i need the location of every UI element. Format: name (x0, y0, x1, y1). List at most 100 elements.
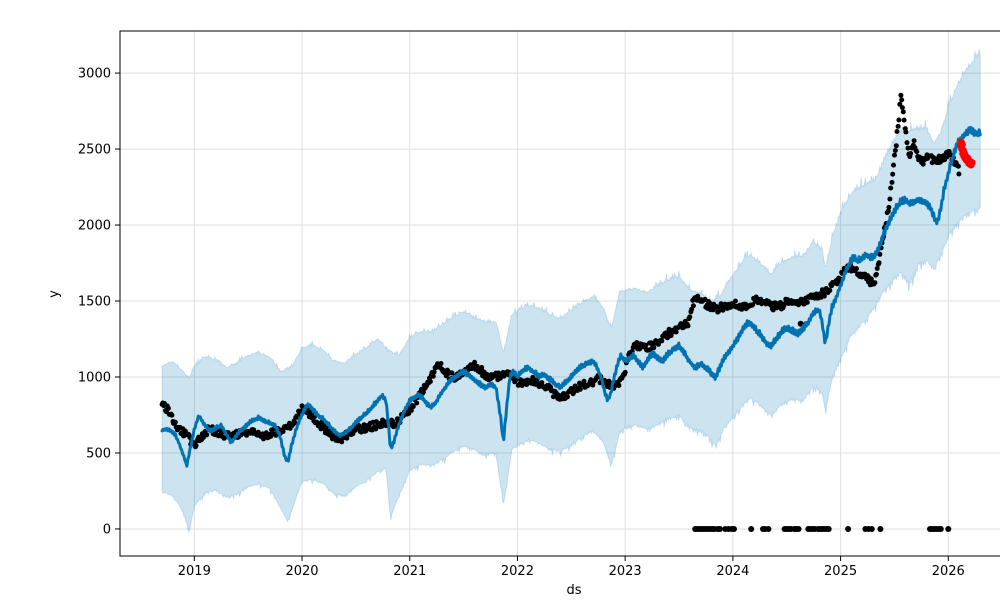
plot-frame (119, 30, 1000, 557)
observed-dot (172, 419, 178, 425)
observed-dot (438, 361, 444, 366)
x-tick-label: 2024 (716, 564, 749, 579)
x-tick-label: 2023 (609, 564, 642, 579)
anomaly-dot (968, 159, 976, 167)
y-tick-label: 2000 (78, 219, 111, 234)
x-tick-label: 2019 (178, 564, 211, 579)
observed-dot (548, 384, 554, 390)
observed-dot (651, 345, 657, 351)
observed-dot (877, 251, 883, 257)
observed-dot (920, 161, 926, 167)
observed-dot (292, 420, 298, 426)
observed-dot (900, 109, 906, 115)
observed-dot (577, 386, 583, 392)
observed-dot (892, 148, 898, 153)
x-axis-label: ds (566, 583, 581, 598)
observed-dot (616, 383, 622, 388)
observed-dot (169, 412, 175, 418)
observed-dot (565, 394, 570, 400)
prophet-forecast-figure: 0 500 1000 1500 2000 2500 3000 2019 2020 2021 2022… (40, 16, 1000, 616)
zero-observed-dot (765, 526, 772, 532)
x-tick-label: 2021 (393, 564, 426, 579)
observed-dot (892, 152, 897, 158)
observed-dot (893, 143, 899, 149)
observed-dot (408, 407, 414, 413)
observed-dot (888, 185, 894, 191)
observed-dot (339, 439, 345, 445)
observed-dot (427, 379, 433, 384)
x-tick-label: 2020 (285, 564, 318, 579)
observed-dot (885, 208, 891, 214)
forecast-line (160, 125, 982, 468)
zero-observed-dot (937, 526, 944, 532)
observed-dot (955, 163, 961, 169)
observed-dot (889, 179, 895, 185)
observed-dot (895, 123, 901, 129)
observed-dot (894, 129, 900, 134)
y-tick-label: 1000 (78, 370, 111, 385)
axes-frame-and-ticks: 0 500 1000 1500 2000 2500 3000 2019 2020 2021 2022… (78, 30, 1000, 579)
observed-dot (898, 92, 904, 98)
zero-observed-dot (845, 526, 852, 532)
observed-dot (887, 196, 893, 202)
observed-dot (673, 329, 679, 335)
observed-dot (414, 400, 420, 406)
observed-dot (561, 391, 567, 397)
observed-dot (643, 342, 649, 348)
observed-dot (891, 162, 896, 168)
observed-dot (581, 378, 587, 384)
observed-dot (449, 370, 455, 376)
y-tick-label: 3000 (78, 67, 111, 82)
forecast-plot-svg: 0 500 1000 1500 2000 2500 3000 2019 2020 2021 2022… (47, 30, 1000, 598)
observed-dot (430, 373, 436, 379)
observed-dot (193, 443, 199, 448)
observed-dot (687, 314, 693, 320)
forecast-yhat-line (160, 125, 982, 468)
y-axis-label: y (47, 290, 62, 298)
observed-dot (622, 369, 628, 375)
observed-dot (908, 151, 914, 156)
zero-observed-dot (877, 526, 884, 532)
observed-dot (873, 271, 879, 277)
observed-dot (280, 429, 286, 434)
observed-dot (479, 365, 485, 370)
observed-dot (899, 105, 905, 111)
zero-value-points (692, 526, 952, 532)
observed-dot (872, 280, 878, 286)
zero-observed-dot (945, 526, 952, 532)
observed-dot (706, 300, 712, 306)
x-tick-label: 2026 (932, 564, 965, 579)
observed-dot (165, 405, 171, 411)
zero-observed-dot (868, 526, 875, 532)
observed-dot (732, 298, 738, 304)
anomaly-points (957, 138, 976, 169)
observed-dot (901, 117, 907, 123)
observed-dot (854, 266, 859, 272)
observed-dot (899, 97, 905, 103)
zero-observed-dot (748, 526, 755, 532)
observed-dot (472, 359, 478, 365)
observed-dot (750, 302, 756, 308)
zero-observed-dot (825, 526, 832, 532)
observed-dot (659, 338, 665, 344)
observed-dot (204, 432, 210, 438)
grid (120, 31, 1000, 556)
y-tick-label: 500 (86, 446, 111, 461)
observed-dot (896, 117, 902, 123)
observed-dot (821, 293, 827, 299)
observed-dot (431, 369, 437, 375)
observed-dot (890, 171, 896, 177)
observed-dot (914, 149, 920, 155)
y-tick-label: 2500 (78, 143, 111, 158)
y-tick-label: 0 (103, 522, 111, 537)
observed-dot (904, 140, 910, 146)
observed-dot (524, 382, 530, 388)
observed-dot (876, 260, 882, 266)
observed-dot (530, 374, 536, 380)
zero-observed-dot (731, 526, 737, 532)
x-tick-label: 2022 (501, 564, 534, 579)
observed-dot (911, 138, 917, 144)
observed-dot (956, 171, 962, 177)
zero-observed-dot (795, 526, 802, 532)
y-tick-label: 1500 (78, 295, 111, 310)
